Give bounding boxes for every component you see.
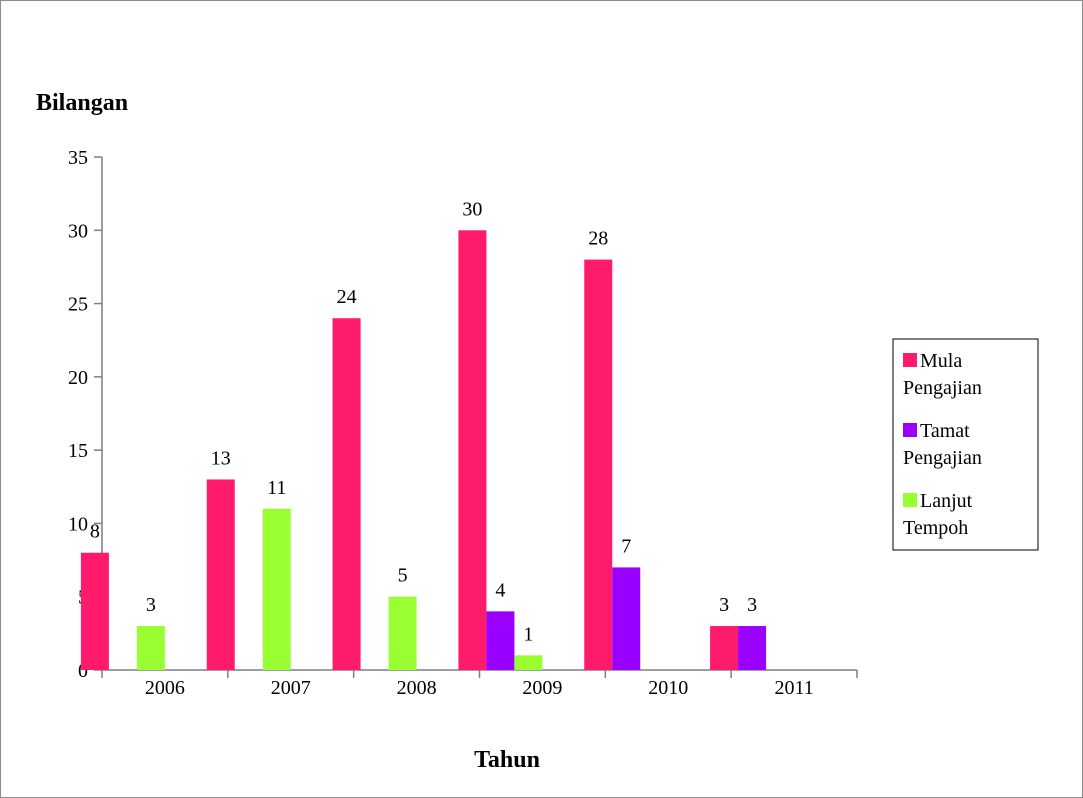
y-tick-label: 35 (68, 147, 88, 169)
legend-label-series-1: Pengajian (903, 377, 982, 399)
data-label-2007-series-1: 13 (211, 447, 231, 469)
data-label-2009-series-2: 4 (495, 579, 505, 601)
x-tick-label: 2010 (648, 677, 688, 699)
data-label-2007-series-3: 11 (267, 477, 286, 499)
x-axis-title: Tahun (474, 747, 540, 773)
bar-2006-series-3 (136, 626, 165, 670)
x-tick-label: 2009 (522, 677, 562, 699)
y-tick-label: 10 (68, 513, 88, 535)
bar-2008-series-1 (332, 318, 361, 670)
bar-2010-series-2 (612, 567, 641, 670)
bar-2009-series-2 (486, 611, 515, 670)
bar-2010-series-1 (584, 259, 613, 670)
data-label-2009-series-1: 30 (462, 198, 482, 220)
legend-label-series-2: Tamat (920, 420, 970, 442)
legend-swatch-series-3 (903, 493, 917, 507)
legend-label-series-2: Pengajian (903, 447, 982, 469)
data-label-2008-series-1: 24 (337, 286, 357, 308)
y-tick-label: 30 (68, 220, 88, 242)
bar-2006-series-1 (80, 552, 109, 670)
bar-2011-series-2 (738, 626, 767, 670)
y-tick-label: 0 (78, 660, 88, 682)
bar-series-group (80, 230, 767, 671)
y-axis-title: Bilangan (36, 90, 128, 116)
x-axis: 2006 2007 2008 2009 2010 2011 (101, 669, 858, 699)
legend-swatch-series-1 (903, 353, 917, 367)
data-label-2008-series-3: 5 (398, 565, 408, 587)
bar-2007-series-3 (262, 508, 291, 670)
legend-label-series-1: Mula (920, 350, 962, 372)
x-tick-label: 2008 (397, 677, 437, 699)
legend-label-series-3: Lanjut (920, 490, 973, 512)
bar-2007-series-1 (206, 479, 235, 670)
y-tick-label: 25 (68, 294, 88, 316)
legend-swatch-series-2 (903, 423, 917, 437)
bar-2011-series-1 (710, 626, 739, 670)
data-label-2006-series-3: 3 (146, 594, 156, 616)
x-tick-label: 2007 (271, 677, 311, 699)
bar-2008-series-3 (388, 596, 417, 670)
y-tick-label: 15 (68, 440, 88, 462)
bar-2009-series-1 (458, 230, 487, 671)
y-tick-label: 20 (68, 367, 88, 389)
x-tick-label: 2006 (145, 677, 185, 699)
legend-box (892, 338, 1039, 551)
data-label-2011-series-2: 3 (747, 594, 757, 616)
data-label-2009-series-3: 1 (523, 623, 533, 645)
data-label-2010-series-1: 28 (588, 228, 608, 250)
legend: Mula Pengajian Tamat Pengajian Lanjut Tempoh (892, 338, 1039, 551)
data-label-2011-series-1: 3 (719, 594, 729, 616)
bar-2009-series-3 (514, 655, 543, 670)
x-tick-label: 2011 (774, 677, 813, 699)
data-label-2010-series-2: 7 (621, 535, 631, 557)
data-label-2006-series-1: 8 (90, 521, 100, 543)
legend-label-series-3: Tempoh (903, 517, 968, 539)
